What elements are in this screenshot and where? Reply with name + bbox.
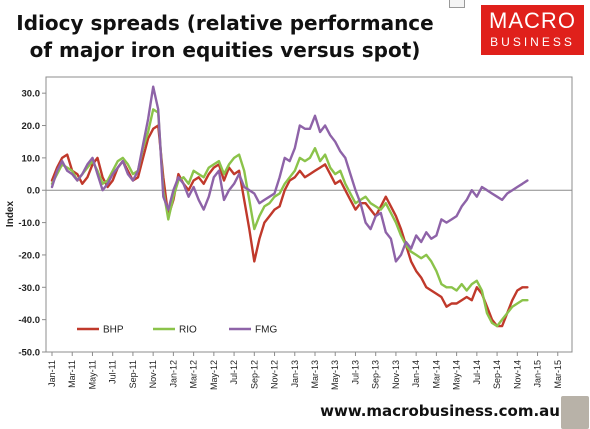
legend-label-fmg: FMG [255,325,277,336]
y-tick-label: -50.0 [18,348,40,359]
x-tick-label: Sep-13 [371,360,381,389]
series-line-rio [50,108,529,328]
x-tick-label: May-12 [209,360,219,390]
x-tick-label: Mar-14 [431,360,441,389]
x-tick-label: Nov-14 [512,360,522,389]
x-tick-label: Jul-13 [350,360,360,385]
logo-line-2: BUSINESS [490,35,575,49]
x-tick-label: Sep-14 [492,360,502,389]
series-line-fmg [50,85,529,263]
y-tick-label: -20.0 [18,250,40,261]
x-tick-label: May-11 [87,360,97,389]
logo-line-1: MACRO [489,8,576,33]
x-tick-label: Jan-15 [533,360,543,388]
x-tick-label: Sep-12 [249,360,259,389]
y-tick-label: -10.0 [18,218,40,229]
website-url: www.macrobusiness.com.au [320,402,560,420]
y-tick-label: 20.0 [22,121,41,132]
y-tick-label: 0.0 [27,186,40,197]
x-tick-label: Mar-12 [189,360,199,389]
x-tick-label: Nov-13 [391,360,401,389]
y-tick-label: 30.0 [22,89,41,100]
y-tick-label: -30.0 [18,283,40,294]
x-tick-label: Nov-11 [148,360,158,388]
x-tick-label: Jan-14 [411,360,421,388]
wolf-badge-icon [561,396,589,429]
x-tick-label: Jan-11 [47,360,57,387]
y-axis-label: Index [5,201,16,228]
macrobusiness-logo: MACRO BUSINESS [481,5,584,55]
series-line-bhp [50,124,529,328]
x-tick-label: Mar-13 [310,360,320,389]
window-resize-icon[interactable] [449,0,465,8]
x-tick-label: Jan-12 [168,360,178,388]
x-tick-label: May-13 [330,360,340,390]
chart-title-line-1: Idiocy spreads (relative performance [16,11,434,35]
y-tick-label: -40.0 [18,315,40,326]
x-tick-label: Mar-15 [553,360,563,389]
chart-title: Idiocy spreads (relative performance of … [0,10,450,64]
x-tick-label: Mar-11 [67,360,77,388]
x-tick-label: Jul-14 [472,360,482,385]
x-tick-label: Sep-11 [128,360,138,388]
x-tick-label: Jul-11 [108,360,118,384]
x-tick-label: Jan-13 [290,360,300,388]
x-tick-label: Nov-12 [270,360,280,389]
y-tick-label: 10.0 [22,153,41,164]
legend-label-bhp: BHP [103,325,124,336]
x-tick-label: Jul-12 [229,360,239,385]
x-tick-label: May-14 [452,360,462,390]
plot-area [45,76,573,353]
legend-label-rio: RIO [179,325,197,336]
chart-title-line-2: of major iron equities versus spot) [29,38,421,62]
